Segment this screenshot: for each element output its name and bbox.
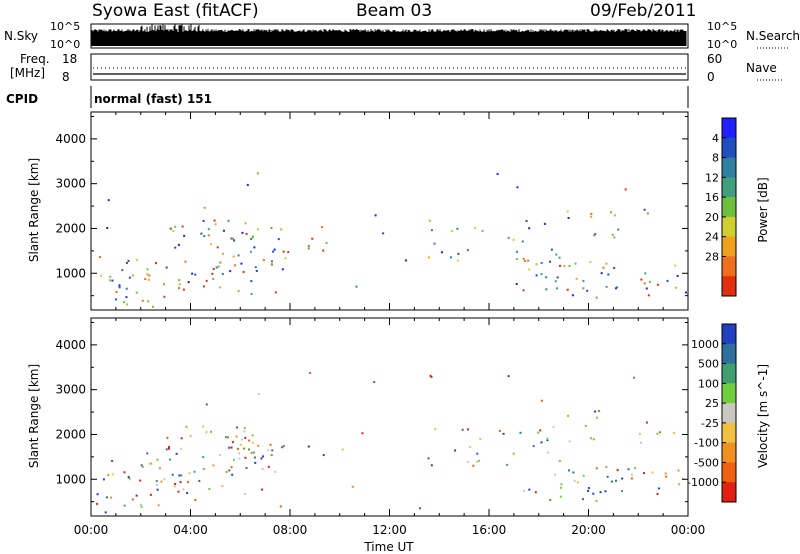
colorbar-swatch-1-6	[722, 442, 736, 463]
power-axes: 1000 2000 3000 4000	[55, 112, 689, 310]
y-tick-label-0-3: 4000	[55, 132, 86, 146]
y-tick-label-1-1: 2000	[55, 427, 86, 441]
colorbar-swatch-0-6	[722, 236, 736, 257]
nsky-strip-frame	[90, 23, 689, 49]
colorbar-swatch-0-3	[722, 177, 736, 198]
velocity-scatter	[96, 372, 684, 514]
power-colorbar-label: Power [dB]	[756, 177, 770, 242]
x-tick-labels: 00:00 04:00 08:00 12:00 16:00 20:00 00:00	[74, 523, 706, 537]
colorbar-tick-1-0: 1000	[691, 338, 719, 351]
y-tick-label-0-1: 2000	[55, 221, 86, 235]
cpid-label: CPID	[6, 92, 38, 106]
colorbar-tick-1-6: -500	[694, 456, 719, 469]
x-tick-label-4: 16:00	[472, 523, 507, 537]
x-tick-label-1: 04:00	[173, 523, 208, 537]
velocity-axes: 1000 2000 3000 4000	[55, 318, 689, 516]
colorbar-tick-1-4: -25	[701, 417, 719, 430]
colorbar-swatch-0-4	[722, 197, 736, 218]
y-tick-label-0-2: 3000	[55, 177, 86, 191]
freq-top-tick: 18	[62, 52, 77, 66]
colorbar-tick-0-1: 8	[712, 152, 719, 165]
colorbar-tick-0-4: 20	[705, 211, 719, 224]
colorbar-swatch-1-2	[722, 363, 736, 384]
colorbar-tick-0-0: 4	[712, 132, 719, 145]
velocity-ylabel: Slant Range [km]	[27, 364, 41, 468]
power-colorbar: 4 8 12 16 20 24 28	[705, 117, 737, 297]
x-tick-label-2: 08:00	[273, 523, 308, 537]
velocity-colorbar: 1000 500 100 25 -25 -100 -500 -1000	[687, 323, 737, 503]
colorbar-swatch-1-7	[722, 462, 736, 483]
cpid-text: normal (fast) 151	[94, 92, 212, 106]
nsearch-top-tick: 10^5	[707, 20, 737, 33]
nave-label: Nave	[746, 61, 777, 75]
colorbar-swatch-1-3	[722, 383, 736, 404]
colorbar-swatch-0-2	[722, 157, 736, 178]
colorbar-swatch-1-5	[722, 422, 736, 444]
velocity-panel-frame	[90, 317, 689, 517]
colorbar-tick-0-5: 24	[705, 231, 719, 244]
freq-label-1: Freq.	[20, 52, 50, 66]
colorbar-tick-1-3: 25	[705, 397, 719, 410]
power-panel-frame	[90, 111, 689, 311]
colorbar-swatch-1-8	[722, 482, 736, 503]
colorbar-swatch-0-7	[722, 256, 736, 277]
colorbar-swatch-1-4	[722, 403, 736, 424]
nsky-top-tick: 10^5	[50, 20, 80, 33]
y-tick-label-1-3: 4000	[55, 338, 86, 352]
power-ylabel: Slant Range [km]	[27, 158, 41, 262]
y-tick-label-1-2: 3000	[55, 383, 86, 397]
x-axis-label: Time UT	[363, 540, 414, 554]
freq-strip-frame	[90, 53, 689, 81]
colorbar-swatch-0-0	[722, 118, 736, 139]
x-tick-label-3: 12:00	[372, 523, 407, 537]
nsearch-label: N.Search	[746, 29, 800, 43]
colorbar-tick-0-6: 28	[705, 250, 719, 263]
freq-label-2: [MHz]	[10, 66, 45, 80]
station-title: Syowa East (fitACF)	[92, 1, 259, 21]
date-title: 09/Feb/2011	[590, 1, 696, 21]
colorbar-tick-1-1: 500	[698, 358, 719, 371]
colorbar-swatch-0-8	[722, 276, 736, 297]
y-tick-label-0-0: 1000	[55, 266, 86, 280]
x-tick-label-0: 00:00	[74, 523, 109, 537]
colorbar-swatch-0-5	[722, 216, 736, 238]
x-tick-label-6: 00:00	[671, 523, 706, 537]
velocity-colorbar-label: Velocity [m s^-1]	[756, 364, 770, 468]
nave-bottom-tick: 0	[707, 70, 715, 84]
y-tick-label-1-0: 1000	[55, 472, 86, 486]
colorbar-tick-1-2: 100	[698, 377, 719, 390]
x-tick-label-5: 20:00	[571, 523, 606, 537]
power-scatter	[99, 172, 687, 308]
beam-title: Beam 03	[356, 1, 432, 21]
colorbar-swatch-1-1	[722, 343, 736, 365]
colorbar-tick-1-7: -1000	[687, 476, 719, 489]
freq-bottom-tick: 8	[62, 70, 70, 84]
nsky-bottom-tick: 10^0	[50, 38, 80, 51]
colorbar-tick-0-3: 16	[705, 191, 719, 204]
colorbar-swatch-1-0	[722, 324, 736, 345]
nsky-label: N.Sky	[4, 29, 38, 43]
colorbar-tick-0-2: 12	[705, 171, 719, 184]
nsearch-bottom-tick: 10^0	[707, 38, 737, 51]
nave-top-tick: 60	[707, 52, 722, 66]
colorbar-tick-1-5: -100	[694, 437, 719, 450]
nsky-bars	[91, 24, 687, 46]
colorbar-swatch-0-1	[722, 137, 736, 159]
